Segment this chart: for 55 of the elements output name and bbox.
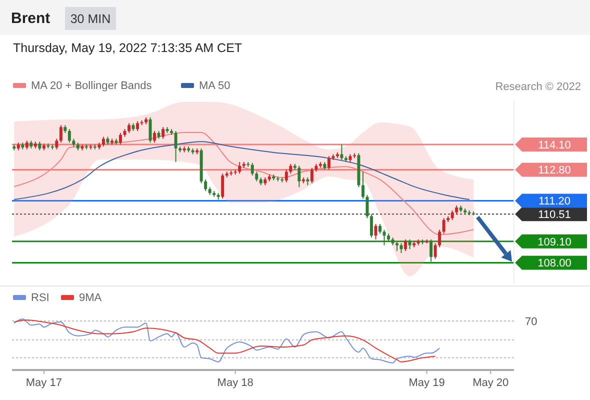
- candlestick: [408, 238, 412, 250]
- text: 70: [525, 316, 538, 328]
- candlestick: [298, 165, 301, 188]
- candlestick: [250, 162, 254, 176]
- y-tick-label: 108.00: [538, 258, 572, 270]
- candlestick: [404, 238, 408, 252]
- candlestick: [102, 136, 105, 147]
- candlestick: [153, 130, 156, 144]
- candlestick: [370, 214, 373, 238]
- text: 30 MIN: [70, 12, 111, 26]
- x-tick-label: May 18: [217, 377, 254, 389]
- candlestick: [255, 171, 258, 182]
- candlestick: [366, 194, 369, 219]
- legend-label: RSI: [31, 292, 50, 304]
- candlestick: [310, 167, 314, 184]
- legend-label: 9MA: [79, 292, 102, 304]
- candlestick: [434, 242, 437, 260]
- candlestick: [162, 126, 165, 140]
- y-tick-label: 111.20: [538, 196, 571, 208]
- y-tick-label: 114.10: [538, 140, 571, 152]
- candlestick: [238, 161, 242, 174]
- candlestick: [374, 223, 378, 240]
- legend-label: MA 20 + Bollinger Bands: [31, 80, 152, 92]
- y-tick-label: 109.10: [538, 236, 572, 248]
- candlestick: [221, 173, 224, 200]
- candlestick: [361, 171, 364, 200]
- candlestick: [340, 144, 344, 161]
- candlestick: [400, 242, 403, 254]
- candlestick: [59, 124, 62, 144]
- y-tick-label: 110.51: [538, 209, 571, 222]
- candlestick: [438, 229, 442, 248]
- candlestick: [284, 169, 288, 183]
- candlestick: [174, 130, 178, 162]
- candlestick: [327, 156, 330, 170]
- candlestick: [68, 128, 71, 144]
- candlestick: [128, 122, 130, 134]
- candlestick: [55, 138, 58, 150]
- candlestick: [442, 218, 446, 234]
- candlestick: [396, 240, 398, 252]
- legend-label: MA 50: [199, 80, 230, 92]
- x-tick-label: May 17: [26, 377, 62, 389]
- candlestick: [289, 163, 292, 174]
- x-tick-label: May 20: [472, 377, 509, 389]
- text: Research © 2022: [495, 81, 581, 93]
- candlestick: [378, 223, 382, 234]
- candlestick: [118, 132, 122, 146]
- x-tick-label: May 19: [408, 377, 445, 389]
- candlestick: [450, 210, 454, 221]
- y-tick-label: 112.80: [538, 164, 571, 177]
- candlestick: [430, 238, 433, 262]
- candlestick: [136, 120, 139, 132]
- candlestick: [204, 178, 208, 192]
- chart-title: Brent: [11, 10, 50, 27]
- chart-subtitle: Thursday, May 19, 2022 7:13:35 AM CET: [13, 41, 242, 55]
- candlestick: [148, 116, 152, 144]
